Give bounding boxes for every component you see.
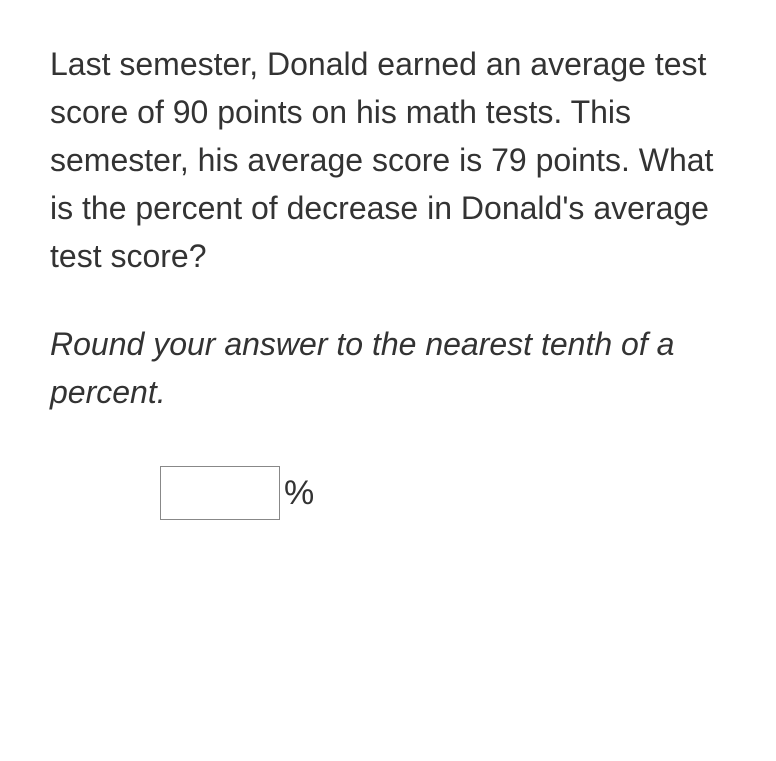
question-text: Last semester, Donald earned an average … xyxy=(50,40,726,280)
answer-row: % xyxy=(50,466,726,520)
instruction-text: Round your answer to the nearest tenth o… xyxy=(50,320,726,416)
answer-input[interactable] xyxy=(160,466,280,520)
unit-label: % xyxy=(284,474,314,513)
